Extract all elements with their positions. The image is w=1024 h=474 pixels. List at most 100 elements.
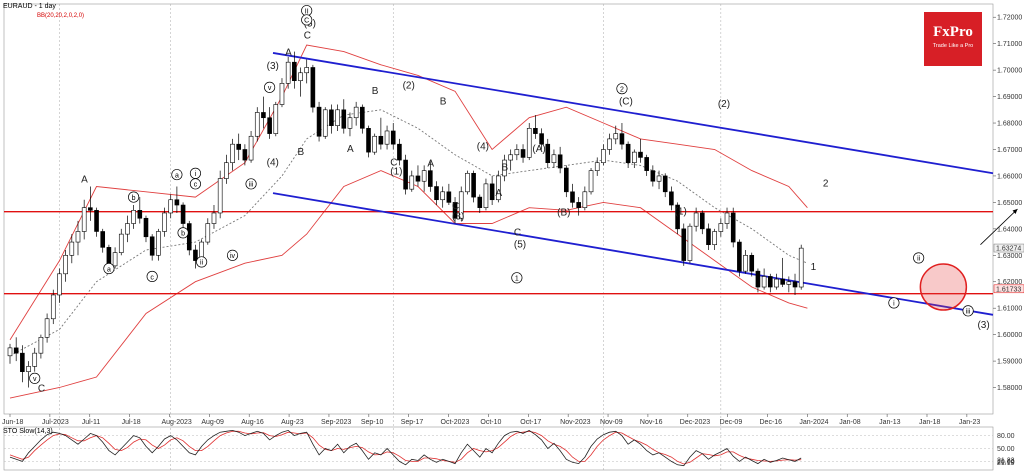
- candle-body: [205, 223, 211, 243]
- wave-label: B: [502, 163, 509, 174]
- circled-wave-label: i: [195, 171, 197, 178]
- candle-body: [100, 231, 106, 248]
- candle-body: [69, 241, 75, 256]
- price-tag-label: 1.61733: [996, 286, 1021, 293]
- candle-body: [143, 217, 149, 238]
- stochastic-axis-label: 21.33: [997, 458, 1015, 465]
- y-tick-label: 1.70000: [997, 68, 1022, 75]
- candle-body: [360, 106, 365, 129]
- candle-body: [180, 204, 186, 224]
- candle-body: [681, 228, 687, 261]
- bb-upper-line: [9, 44, 808, 341]
- candle-body: [63, 254, 68, 275]
- candle-body: [224, 162, 229, 179]
- candle-body: [174, 199, 180, 206]
- circled-wave-marker: [888, 297, 900, 309]
- circled-wave-label: c: [194, 182, 198, 189]
- wave-label: 1: [811, 262, 817, 273]
- candle-body: [496, 175, 501, 201]
- circled-wave-label: 2: [620, 86, 624, 93]
- circled-wave-label: v: [268, 85, 272, 92]
- y-tick-label: 1.67000: [997, 147, 1022, 154]
- candle-body: [613, 133, 619, 140]
- wave-label: (4): [267, 157, 279, 168]
- candle-body: [322, 109, 328, 137]
- circled-wave-marker: [264, 81, 276, 93]
- candle-body: [730, 212, 736, 243]
- circled-wave-label: b: [132, 195, 136, 202]
- wave-label: C: [390, 157, 397, 168]
- wave-label: 2: [823, 179, 829, 190]
- x-tick-label: Dec-16: [760, 419, 783, 426]
- chart-title: EURAUD - 1 day: [3, 3, 56, 10]
- candle-body: [125, 223, 130, 235]
- x-tick-label: Oct-10: [480, 419, 501, 426]
- candle-body: [409, 175, 415, 190]
- candle-body: [786, 281, 792, 285]
- bollinger-bands: [9, 44, 808, 399]
- wave-label: C: [304, 30, 311, 41]
- candle-body: [279, 83, 285, 105]
- candle-body: [749, 254, 755, 272]
- wave-label: (C): [619, 97, 633, 108]
- candle-body: [662, 175, 668, 193]
- candle-body: [576, 202, 581, 208]
- candle-body: [254, 112, 260, 137]
- x-tick-label: Oct-2023: [441, 419, 470, 426]
- candle-body: [94, 210, 99, 232]
- price-axis: 1.72000 1.71000 1.70000 1.69000 1.68000 1.670…: [993, 15, 1024, 392]
- x-tick-label: Dec-09: [720, 419, 743, 426]
- candle-body: [38, 336, 44, 354]
- x-tick-label: Oct-17: [520, 419, 541, 426]
- candle-body: [625, 143, 631, 164]
- wave-annotations: ABC(3)AB(4)C(5)ABC(1)(2)BAC(3)(4)BAC(5)(…: [29, 5, 1018, 395]
- x-tick-label: Jan-08: [839, 419, 861, 426]
- candle-body: [347, 117, 353, 129]
- candle-body: [798, 247, 804, 288]
- candle-body: [304, 67, 310, 74]
- candle-body: [372, 135, 377, 153]
- logo-brand: FxPro: [933, 24, 973, 40]
- circled-wave-label: c: [150, 274, 154, 281]
- candle-body: [230, 143, 235, 164]
- candle-body: [761, 276, 767, 288]
- candle-body: [551, 154, 557, 164]
- candle-body: [149, 236, 155, 256]
- wave-label: A: [347, 144, 354, 155]
- x-tick-label: Sep-2023: [321, 419, 351, 426]
- candle-body: [211, 212, 217, 224]
- forecast-arrowhead: [1012, 209, 1018, 214]
- circled-wave-marker: [29, 372, 41, 384]
- wave-label: (3): [977, 320, 989, 331]
- candle-body: [193, 249, 198, 261]
- y-tick-label: 1.69000: [997, 94, 1022, 101]
- circled-wave-label: a: [175, 172, 179, 179]
- price-tag-label: 1.63274: [996, 246, 1021, 253]
- x-tick-label: Jan-18: [919, 419, 941, 426]
- candle-body: [156, 231, 161, 256]
- stochastic-axis-label: 80.00: [997, 433, 1015, 440]
- stochastic-axis-label: 21.19: [997, 460, 1015, 467]
- candle-body: [353, 106, 359, 119]
- circled-wave-label: b: [181, 231, 185, 238]
- circled-wave-label: II: [305, 8, 309, 15]
- circled-wave-marker: [962, 305, 974, 317]
- candle-body: [32, 352, 38, 367]
- circled-wave-marker: [146, 270, 158, 283]
- candle-body: [390, 130, 396, 145]
- candle-body: [601, 149, 606, 164]
- candle-body: [298, 72, 303, 82]
- candle-body: [675, 204, 680, 230]
- candle-body: [564, 167, 569, 193]
- x-tick-label: Aug-09: [201, 419, 224, 426]
- candle-body: [718, 223, 724, 232]
- wave-label: (5): [514, 239, 526, 250]
- price-panel-frame: [3, 3, 994, 415]
- candle-body: [514, 149, 520, 156]
- candle-body: [292, 61, 297, 82]
- candle-body: [607, 138, 612, 150]
- x-tick-label: Jun-18: [2, 419, 24, 426]
- candle-body: [489, 183, 495, 201]
- candle-body: [44, 318, 50, 338]
